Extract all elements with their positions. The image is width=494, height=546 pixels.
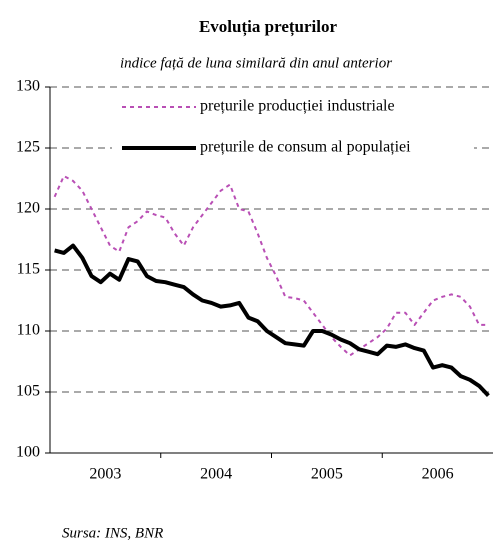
data-line	[54, 243, 490, 398]
x-tick-label: 2004	[200, 466, 232, 483]
y-tick-label: 100	[16, 444, 40, 461]
y-tick-label: 105	[16, 383, 40, 400]
chart-title: Evoluția prețurilor	[199, 17, 337, 37]
legend-label: prețurile producției industriale	[200, 98, 395, 115]
y-tick-label: 125	[16, 139, 40, 156]
x-tick-label: 2006	[422, 466, 454, 483]
y-tick-label: 115	[17, 261, 40, 278]
y-tick-label: 110	[17, 322, 40, 339]
y-tick-label: 120	[16, 200, 40, 217]
source-note: Sursa: INS, BNR	[62, 525, 163, 541]
x-tick-label: 2003	[89, 466, 121, 483]
chart-subtitle: indice față de luna similară din anul an…	[120, 55, 392, 71]
x-tick-label: 2005	[311, 466, 343, 483]
y-tick-label: 130	[16, 78, 40, 95]
legend-label: prețurile de consum al populației	[200, 139, 411, 156]
data-line	[53, 175, 489, 357]
